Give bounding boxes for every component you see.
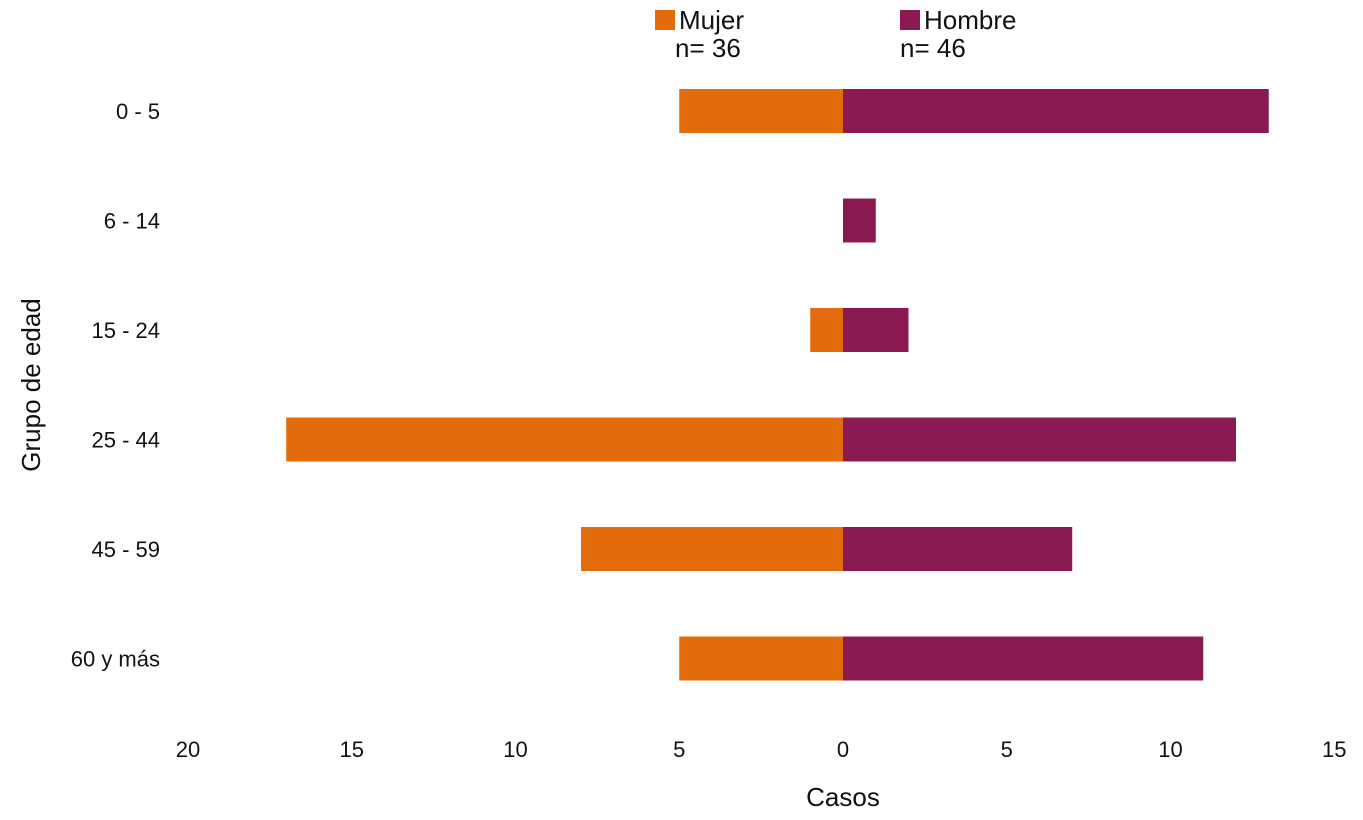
x-tick-label: 15 <box>340 737 364 762</box>
x-tick-label: 5 <box>1001 737 1013 762</box>
y-tick-label: 45 - 59 <box>92 537 161 562</box>
x-tick-label: 10 <box>503 737 527 762</box>
x-tick-label: 0 <box>837 737 849 762</box>
x-tick-label: 15 <box>1322 737 1346 762</box>
bars-group <box>286 89 1269 681</box>
legend-label-mujer: Mujer <box>679 5 745 35</box>
y-tick-label: 15 - 24 <box>92 318 161 343</box>
bar-hombre-5 <box>843 636 1204 681</box>
legend-n-hombre: n= 46 <box>900 33 966 63</box>
y-tick-label: 60 y más <box>71 647 160 672</box>
legend-item-mujer: Mujer n= 36 <box>655 6 744 62</box>
x-tick-labels: 20 15 10 5 0 5 10 15 <box>176 737 1347 762</box>
bar-hombre-2 <box>843 308 909 352</box>
bar-mujer-4 <box>581 527 843 571</box>
legend-label-hombre: Hombre <box>924 5 1017 35</box>
y-tick-label: 6 - 14 <box>104 209 160 234</box>
legend-n-mujer: n= 36 <box>675 33 741 63</box>
bar-mujer-0 <box>679 89 843 133</box>
legend-item-hombre: Hombre n= 46 <box>900 6 1016 62</box>
x-tick-label: 5 <box>673 737 685 762</box>
x-tick-label: 20 <box>176 737 200 762</box>
bar-hombre-3 <box>843 417 1236 462</box>
y-axis-title: Grupo de edad <box>16 298 46 471</box>
bar-hombre-0 <box>843 89 1269 133</box>
bar-mujer-5 <box>679 636 843 681</box>
legend-swatch-mujer <box>655 10 675 30</box>
bar-mujer-3 <box>286 417 843 462</box>
y-tick-label: 25 - 44 <box>92 428 161 453</box>
bar-hombre-4 <box>843 527 1073 571</box>
bar-hombre-1 <box>843 198 876 243</box>
legend-swatch-hombre <box>900 10 920 30</box>
x-axis-title: Casos <box>806 782 880 812</box>
y-tick-label: 0 - 5 <box>116 99 160 124</box>
x-tick-label: 10 <box>1158 737 1182 762</box>
y-category-labels: 0 - 5 6 - 14 15 - 24 25 - 44 45 - 59 60 y más <box>71 99 160 672</box>
bar-mujer-2 <box>810 308 843 352</box>
